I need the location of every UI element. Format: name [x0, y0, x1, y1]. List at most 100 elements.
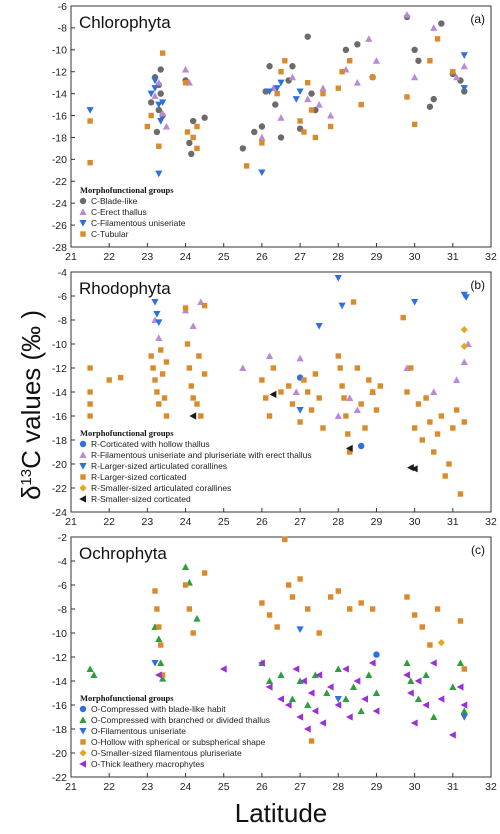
panel-tag: (b): [470, 278, 485, 292]
data-point: [457, 618, 464, 624]
x-tick-label: 32: [485, 781, 497, 793]
data-point: [269, 390, 277, 398]
data-point: [151, 85, 159, 92]
data-point: [362, 425, 368, 431]
series-o-compressed-with-blade-like-habit: [373, 651, 380, 658]
legend-marker: [80, 474, 86, 480]
x-tick-label: 24: [180, 516, 192, 528]
x-tick-label: 26: [256, 516, 268, 528]
data-point: [301, 129, 307, 135]
x-tick-label: 22: [103, 251, 115, 263]
data-point: [419, 624, 425, 630]
y-tick-label: -10: [52, 339, 67, 351]
data-point: [86, 107, 94, 114]
data-point: [163, 359, 170, 365]
data-point: [437, 639, 445, 647]
legend-entry: C-Filamentous uniseriate: [91, 218, 186, 228]
x-tick-label: 26: [256, 251, 268, 263]
legend-entry: O-Compressed with blade-like habit: [91, 704, 226, 714]
legend-title: Morphofunctional groups: [80, 185, 174, 195]
series-o-thick-leathery-macrophytes: [155, 659, 468, 739]
data-point: [312, 371, 319, 377]
data-point: [431, 449, 437, 455]
data-point: [87, 118, 93, 124]
data-point: [152, 588, 158, 594]
data-point: [144, 123, 151, 130]
series-o-smaller-sized-filamentous-pluriseriate: [437, 639, 445, 647]
data-point: [296, 407, 304, 414]
data-point: [353, 79, 361, 86]
y-tick-label: -8: [58, 23, 67, 35]
data-point: [153, 128, 161, 136]
series-o-filamentous-uniseriate: [151, 626, 468, 721]
data-point: [258, 123, 266, 130]
data-point: [157, 659, 165, 666]
legend-entry: O-Hollow with spherical or subspherical …: [91, 737, 266, 747]
plot-frame: [70, 536, 492, 778]
data-point: [456, 683, 464, 691]
data-point: [427, 58, 433, 64]
data-point: [319, 719, 326, 727]
data-point: [422, 701, 430, 709]
series-c-erect-thallus: [151, 11, 468, 141]
data-point: [258, 133, 266, 141]
legend-title: Morphofunctional groups: [80, 428, 174, 438]
data-point: [265, 352, 274, 359]
data-point: [372, 707, 380, 715]
data-point: [186, 139, 193, 147]
panel-title: Rhodophyta: [79, 279, 171, 298]
data-point: [462, 294, 470, 301]
data-point: [152, 377, 158, 383]
y-tick-label: -18: [52, 132, 67, 144]
data-point: [446, 461, 452, 467]
data-point: [414, 677, 422, 685]
x-tick-label: 28: [332, 251, 344, 263]
data-point: [404, 389, 410, 395]
legend-entry: C-Erect thallus: [91, 207, 147, 217]
data-point: [327, 594, 334, 600]
data-point: [162, 122, 171, 130]
data-point: [265, 677, 274, 684]
data-point: [277, 114, 285, 121]
data-point: [335, 588, 341, 594]
data-point: [453, 376, 461, 383]
data-point: [316, 630, 322, 636]
data-point: [427, 642, 433, 648]
series-o-hollow-with-spherical-or-subspherical-shape: [152, 536, 467, 744]
data-point: [292, 96, 300, 103]
data-point: [156, 401, 162, 407]
data-point: [297, 118, 303, 124]
data-point: [408, 365, 414, 371]
data-point: [159, 99, 167, 106]
data-point: [339, 69, 345, 75]
data-point: [372, 57, 381, 64]
data-point: [155, 334, 163, 341]
data-point: [305, 389, 311, 395]
y-tick-label: -10: [52, 45, 67, 57]
data-point: [404, 594, 410, 600]
x-tick-label: 21: [65, 516, 77, 528]
data-point: [259, 140, 265, 146]
data-point: [449, 731, 456, 739]
data-point: [334, 696, 342, 703]
x-tick-label: 32: [485, 516, 497, 528]
data-point: [335, 353, 341, 359]
data-point: [373, 407, 380, 413]
data-point: [243, 163, 250, 169]
data-point: [239, 145, 247, 152]
panel-chlorophyta: 21 22 23 24 25 26 27 28 29 30 31 32 -6 -8 -10 -12 -14 -16…: [52, 1, 497, 263]
data-point: [430, 388, 438, 395]
data-point: [157, 90, 164, 97]
data-point: [403, 11, 411, 18]
x-tick-label: 23: [142, 251, 154, 263]
data-point: [411, 612, 418, 618]
data-point: [347, 449, 353, 455]
y-tick-label: -18: [52, 435, 67, 447]
data-point: [308, 407, 315, 413]
data-point: [422, 671, 430, 678]
data-point: [411, 425, 418, 431]
data-point: [460, 62, 468, 70]
data-point: [315, 671, 323, 679]
data-point: [369, 606, 376, 612]
x-tick-label: 30: [409, 516, 421, 528]
